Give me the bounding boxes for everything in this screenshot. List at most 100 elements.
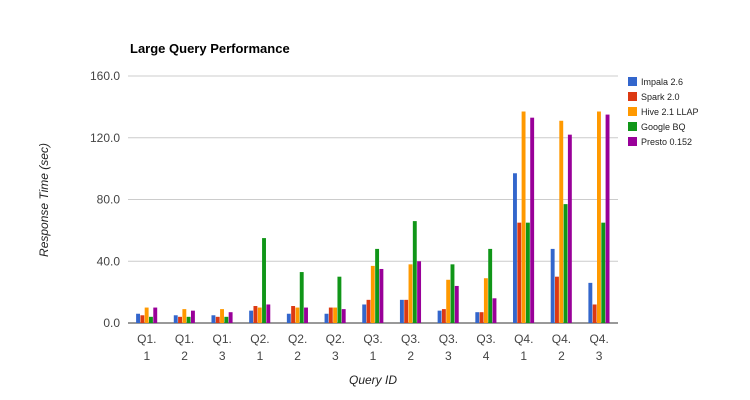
x-tick-label: Q1. (175, 332, 194, 346)
x-tick-label: 2 (181, 349, 188, 363)
x-tick-label: Q4. (514, 332, 533, 346)
bar (304, 307, 308, 323)
bar (299, 272, 304, 323)
x-tick-label: Q3. (401, 332, 420, 346)
x-axis-ticks: Q1. 1 Q1. 2 Q1. 3 Q2. 1 Q2. 2 Q2. 3 Q3. 1 Q3. 2 Q3. 3 Q3. 4… (137, 332, 609, 363)
bar (550, 248, 555, 323)
bar (228, 312, 233, 323)
bar (399, 299, 404, 323)
bar (324, 313, 329, 323)
bar (328, 307, 333, 323)
legend-swatch (628, 107, 637, 116)
bar (149, 316, 153, 323)
legend: Impala 2.6 Spark 2.0 Hive 2.1 LLAP Google B… (628, 77, 699, 147)
bar (337, 276, 342, 323)
bar (450, 264, 455, 323)
y-tick-label: 120.0 (90, 131, 120, 145)
x-tick-label: Q2. (326, 332, 345, 346)
y-tick-label: 0.0 (103, 316, 120, 330)
x-tick-label: Q3. (439, 332, 458, 346)
bar (262, 238, 266, 323)
bar (530, 117, 535, 324)
bar (588, 282, 593, 323)
bar (178, 316, 182, 323)
bar (266, 304, 271, 323)
x-tick-label: Q1. (213, 332, 232, 346)
bar (592, 304, 597, 323)
bar (295, 307, 300, 323)
x-tick-label: 3 (596, 349, 603, 363)
x-tick-label: 1 (370, 349, 377, 363)
x-tick-label: 3 (445, 349, 452, 363)
x-tick-label: Q3. (476, 332, 495, 346)
bar (567, 134, 572, 323)
y-axis-label: Response Time (sec) (37, 143, 51, 257)
bar (291, 306, 296, 323)
bar (144, 307, 149, 323)
x-tick-label: Q3. (363, 332, 382, 346)
bar (186, 316, 191, 323)
bar (257, 307, 262, 323)
bar (341, 309, 346, 323)
bar (136, 313, 140, 323)
y-tick-label: 160.0 (90, 69, 120, 83)
bar (417, 261, 422, 323)
x-tick-label: 2 (294, 349, 301, 363)
legend-label: Google BQ (641, 122, 686, 132)
bar (375, 248, 380, 323)
bar (437, 310, 442, 323)
bar (454, 285, 459, 323)
bar (140, 315, 145, 323)
bar (182, 309, 187, 323)
bar (492, 298, 497, 323)
x-tick-label: 2 (558, 349, 565, 363)
bar (513, 173, 517, 323)
x-tick-label: 1 (257, 349, 264, 363)
bar (370, 265, 375, 323)
bar (286, 313, 291, 323)
legend-label: Spark 2.0 (641, 92, 680, 102)
bar (475, 312, 480, 323)
bar (525, 222, 530, 323)
bar (215, 316, 220, 323)
x-tick-label: Q1. (137, 332, 156, 346)
bar (220, 309, 224, 323)
bar (479, 312, 484, 323)
bar (190, 310, 195, 323)
bar (605, 114, 610, 323)
x-tick-label: Q4. (589, 332, 608, 346)
x-tick-label: 4 (483, 349, 490, 363)
bar (153, 307, 158, 323)
legend-label: Impala 2.6 (641, 77, 683, 87)
x-tick-label: 3 (332, 349, 339, 363)
bar (211, 315, 216, 323)
bar (446, 279, 451, 323)
bar (362, 304, 367, 323)
x-tick-label: Q2. (250, 332, 269, 346)
bar (601, 222, 606, 323)
x-axis-label: Query ID (349, 373, 397, 387)
bar (408, 264, 413, 323)
x-tick-label: 2 (407, 349, 414, 363)
x-tick-label: 1 (520, 349, 527, 363)
legend-swatch (628, 77, 637, 86)
bar (224, 316, 229, 323)
legend-swatch (628, 122, 637, 131)
y-tick-label: 80.0 (97, 193, 121, 207)
bar (253, 306, 258, 323)
bar (412, 221, 417, 323)
bar (249, 310, 254, 323)
bar (366, 299, 371, 323)
gridlines (128, 75, 618, 324)
legend-label: Hive 2.1 LLAP (641, 107, 699, 117)
bar (379, 268, 384, 323)
x-tick-label: Q2. (288, 332, 307, 346)
bar (559, 120, 564, 324)
bar (488, 248, 493, 323)
bar (555, 276, 559, 323)
bar (483, 278, 488, 323)
legend-swatch (628, 92, 637, 101)
bar (441, 309, 446, 323)
x-tick-label: 1 (144, 349, 151, 363)
bar (517, 222, 522, 323)
